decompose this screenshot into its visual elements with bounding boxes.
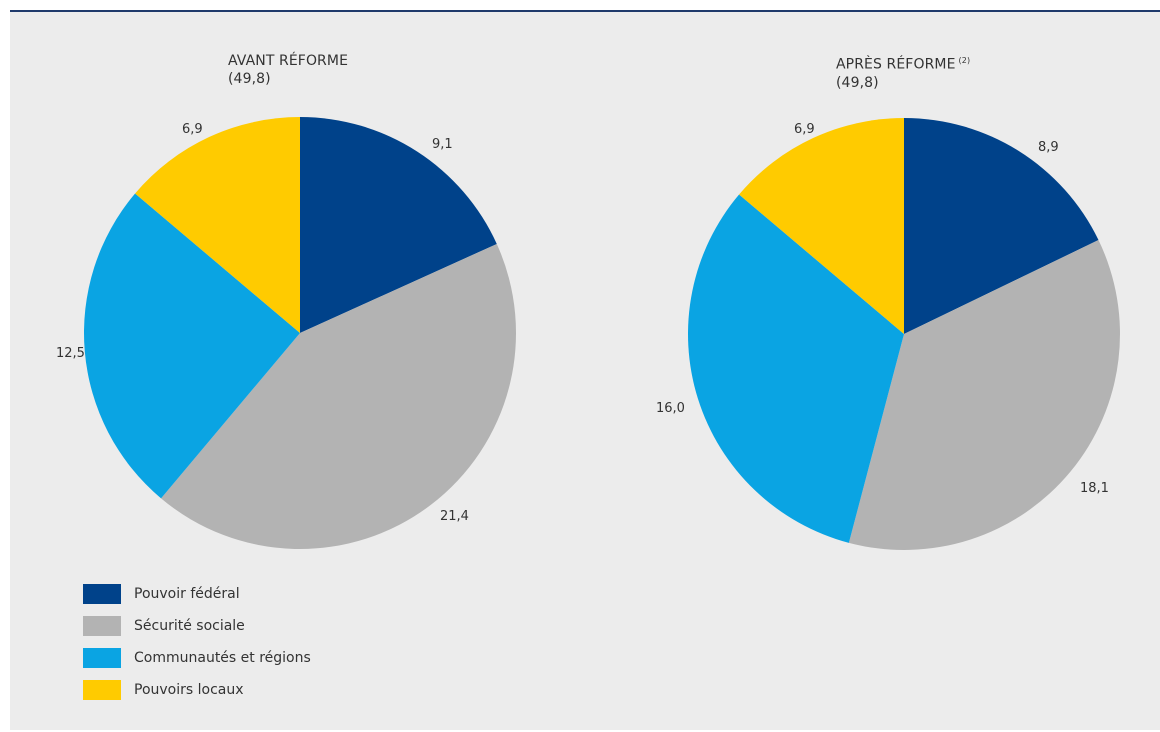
legend-swatch-communautes-regions [83,648,121,668]
chart-subtitle-apres: (49,8) [836,74,879,91]
pie-slice-securite-sociale [161,243,517,550]
top-rule [10,10,1160,12]
legend-item-securite-sociale: Sécurité sociale [83,616,311,648]
legend-label-communautes-regions: Communautés et régions [134,650,311,666]
legend-item-communautes-regions: Communautés et régions [83,648,311,680]
chart-subtitle-avant: (49,8) [228,71,271,87]
pie-label-pouvoirs-locaux: 6,9 [794,122,815,137]
pie-label-securite-sociale: 21,4 [440,509,469,524]
pie-label-pouvoir-federal: 8,9 [1038,140,1059,155]
pie-chart-apres: 8,9 18,1 16,0 6,9 [656,118,1120,550]
pie-slice-pouvoir-federal [904,118,1099,334]
chart-title-avant-text: AVANT RÉFORME [228,53,349,69]
pie-label-pouvoir-federal: 9,1 [432,137,453,152]
legend-item-pouvoir-federal: Pouvoir fédéral [83,584,311,616]
legend-label-securite-sociale: Sécurité sociale [134,618,245,634]
pie-chart-avant: 9,1 21,4 12,5 6,9 [56,116,517,550]
chart-title-apres-text: APRÈS RÉFORME [836,56,956,73]
chart-title-avant: AVANT RÉFORME (49,8) [228,52,348,88]
legend-label-pouvoirs-locaux: Pouvoirs locaux [134,682,244,698]
legend-label-pouvoir-federal: Pouvoir fédéral [134,586,240,602]
pie-label-pouvoirs-locaux: 6,9 [182,122,203,137]
pie-slice-pouvoirs-locaux [739,118,904,334]
legend-swatch-pouvoirs-locaux [83,680,121,700]
pie-slice-pouvoirs-locaux [135,116,300,333]
pie-label-communautes-regions: 16,0 [656,401,685,416]
pie-slice-communautes-regions [688,194,904,543]
chart-title-apres: APRÈS RÉFORME (2) (49,8) [836,52,970,92]
pie-label-communautes-regions: 12,5 [56,346,85,361]
pie-label-securite-sociale: 18,1 [1080,481,1109,496]
legend-swatch-pouvoir-federal [83,584,121,604]
pie-slice-communautes-regions [83,193,300,499]
legend-swatch-securite-sociale [83,616,121,636]
pie-slice-securite-sociale [848,240,1120,550]
legend: Pouvoir fédéral Sécurité sociale Communa… [83,584,311,712]
legend-item-pouvoirs-locaux: Pouvoirs locaux [83,680,311,712]
chart-title-apres-note: (2) [958,56,971,65]
pie-slice-pouvoir-federal [300,117,497,333]
